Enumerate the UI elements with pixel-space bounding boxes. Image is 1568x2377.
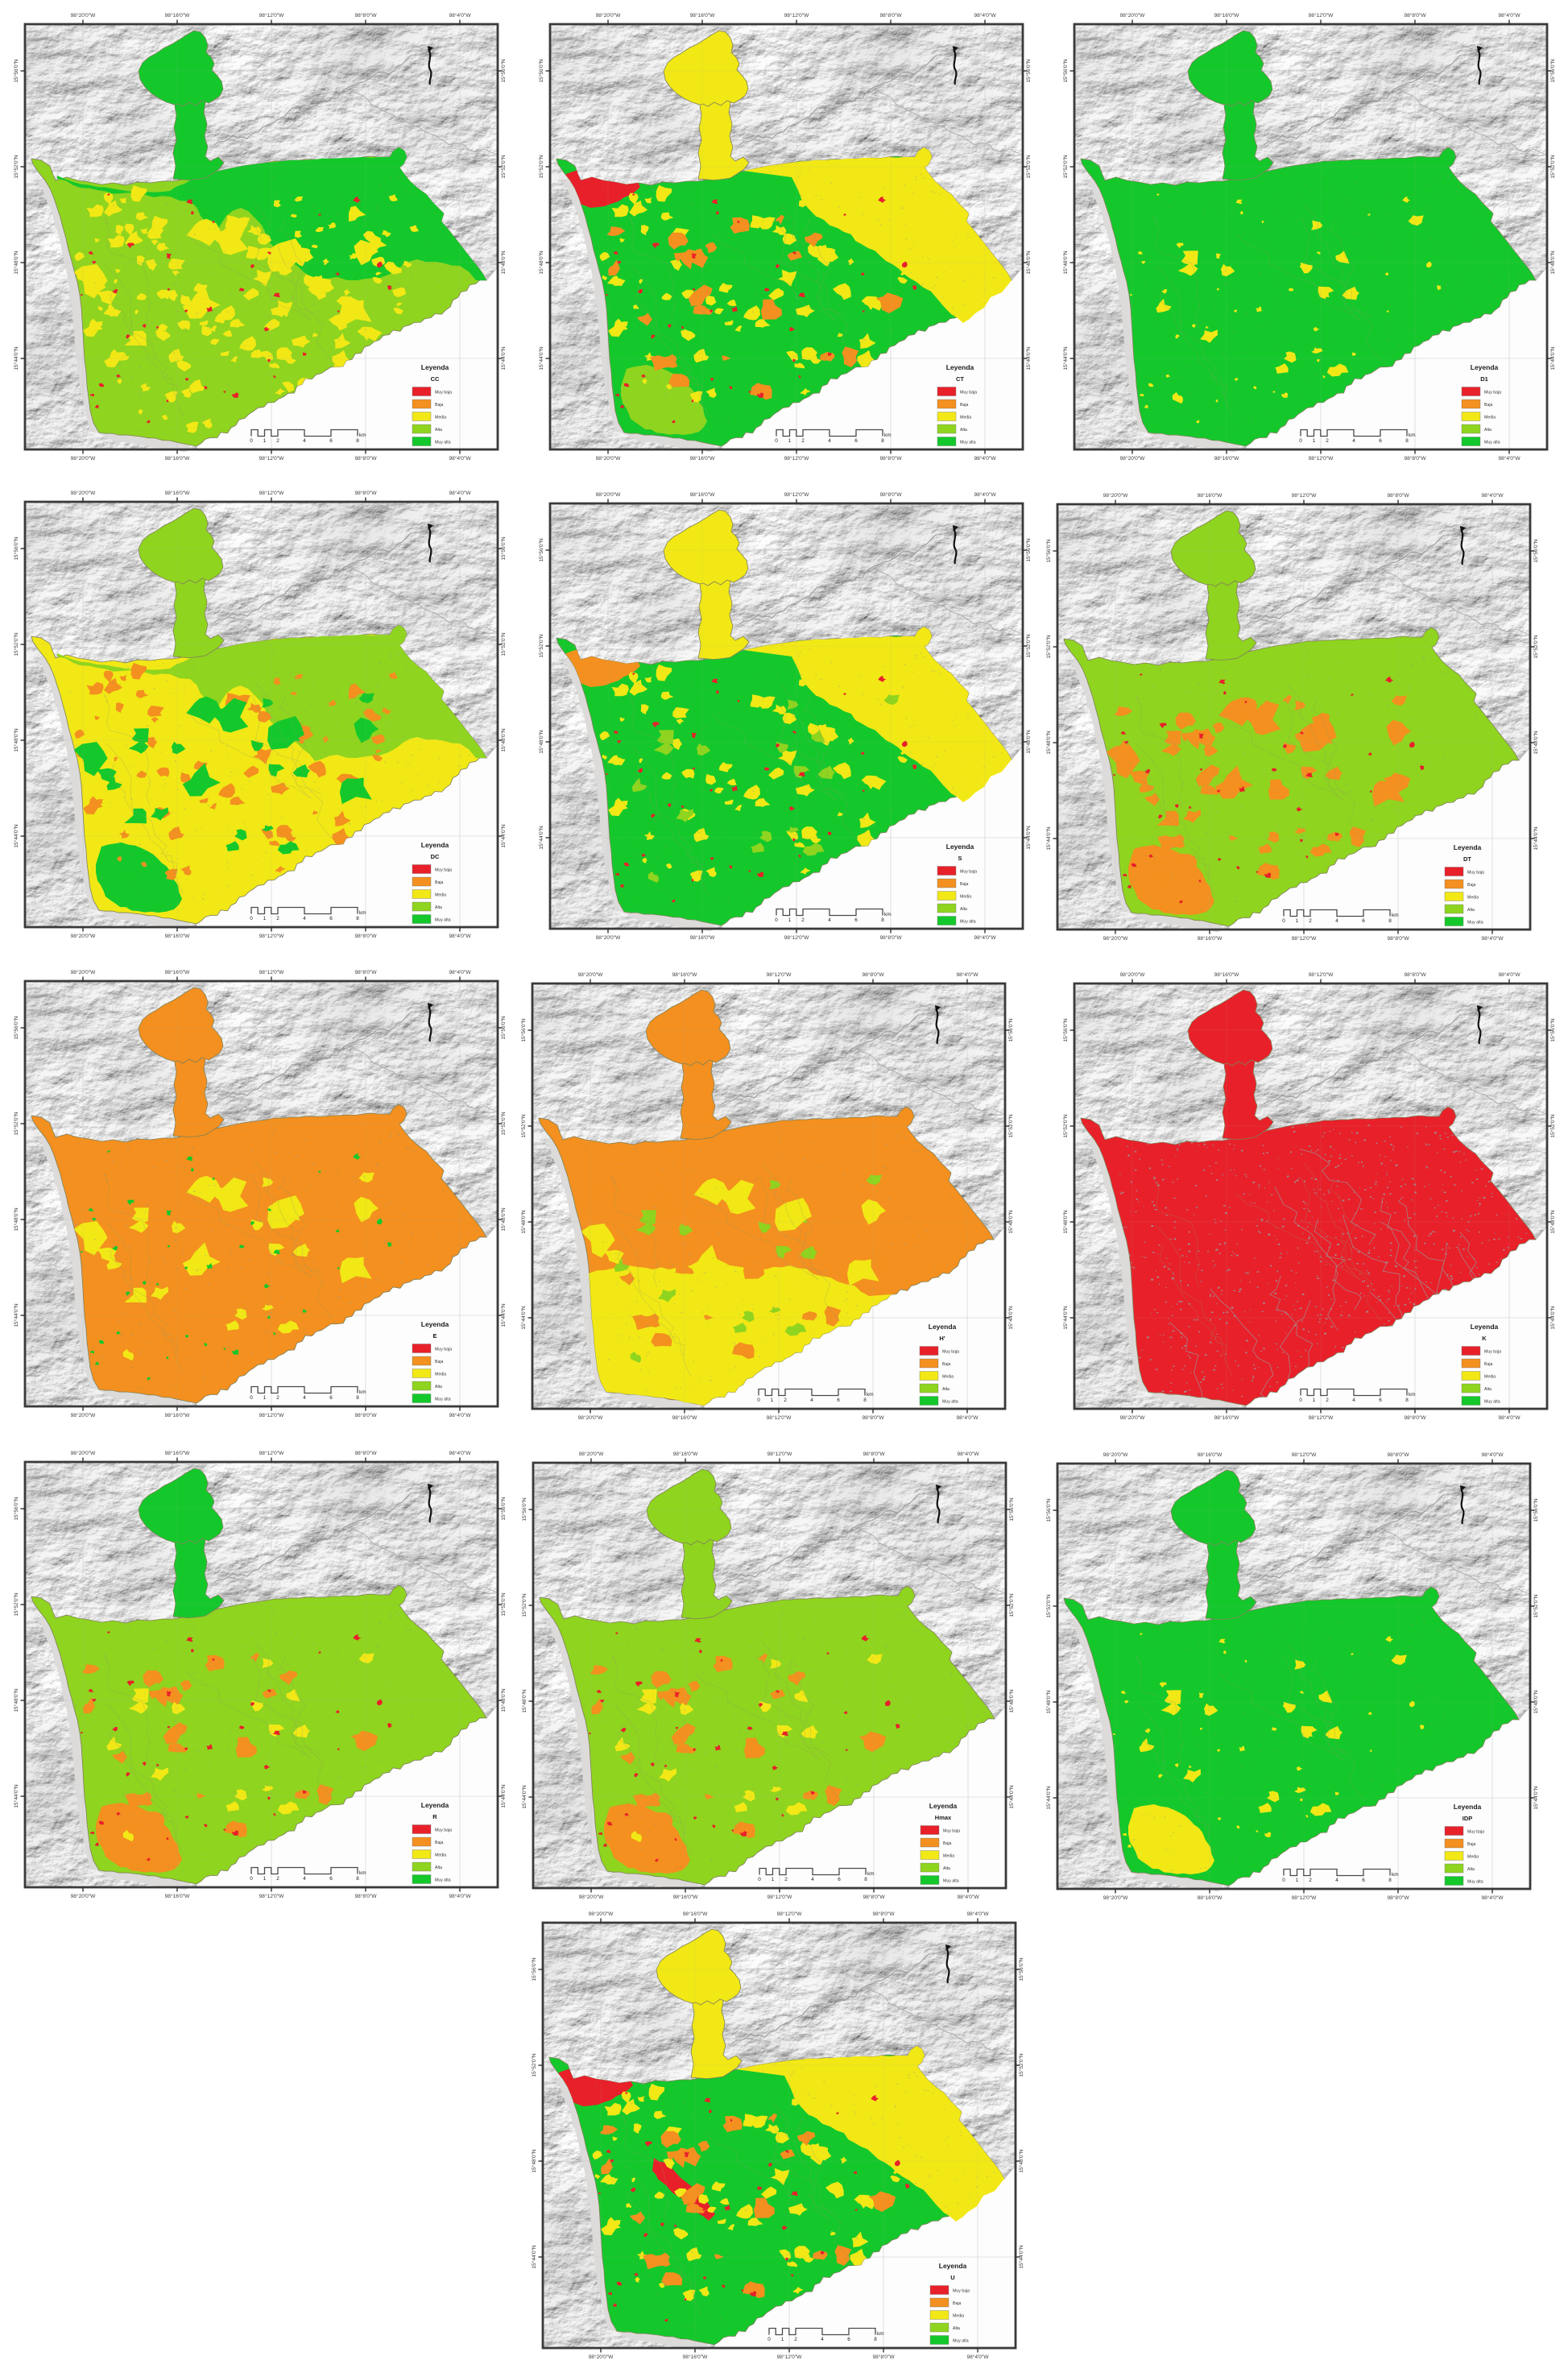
svg-text:DC: DC [431,853,440,860]
svg-text:E: E [432,1332,436,1340]
svg-text:DT: DT [1463,855,1471,863]
svg-text:K: K [1482,1335,1487,1342]
svg-text:CT: CT [956,375,964,383]
svg-text:R: R [432,1813,437,1820]
svg-text:IDP: IDP [1463,1815,1473,1822]
svg-text:S: S [958,855,962,862]
svg-text:CC: CC [431,375,440,383]
svg-text:U: U [950,2274,954,2281]
svg-text:D1: D1 [1480,375,1488,383]
svg-text:H': H' [939,1335,945,1342]
svg-text:Hmax: Hmax [935,1814,952,1821]
